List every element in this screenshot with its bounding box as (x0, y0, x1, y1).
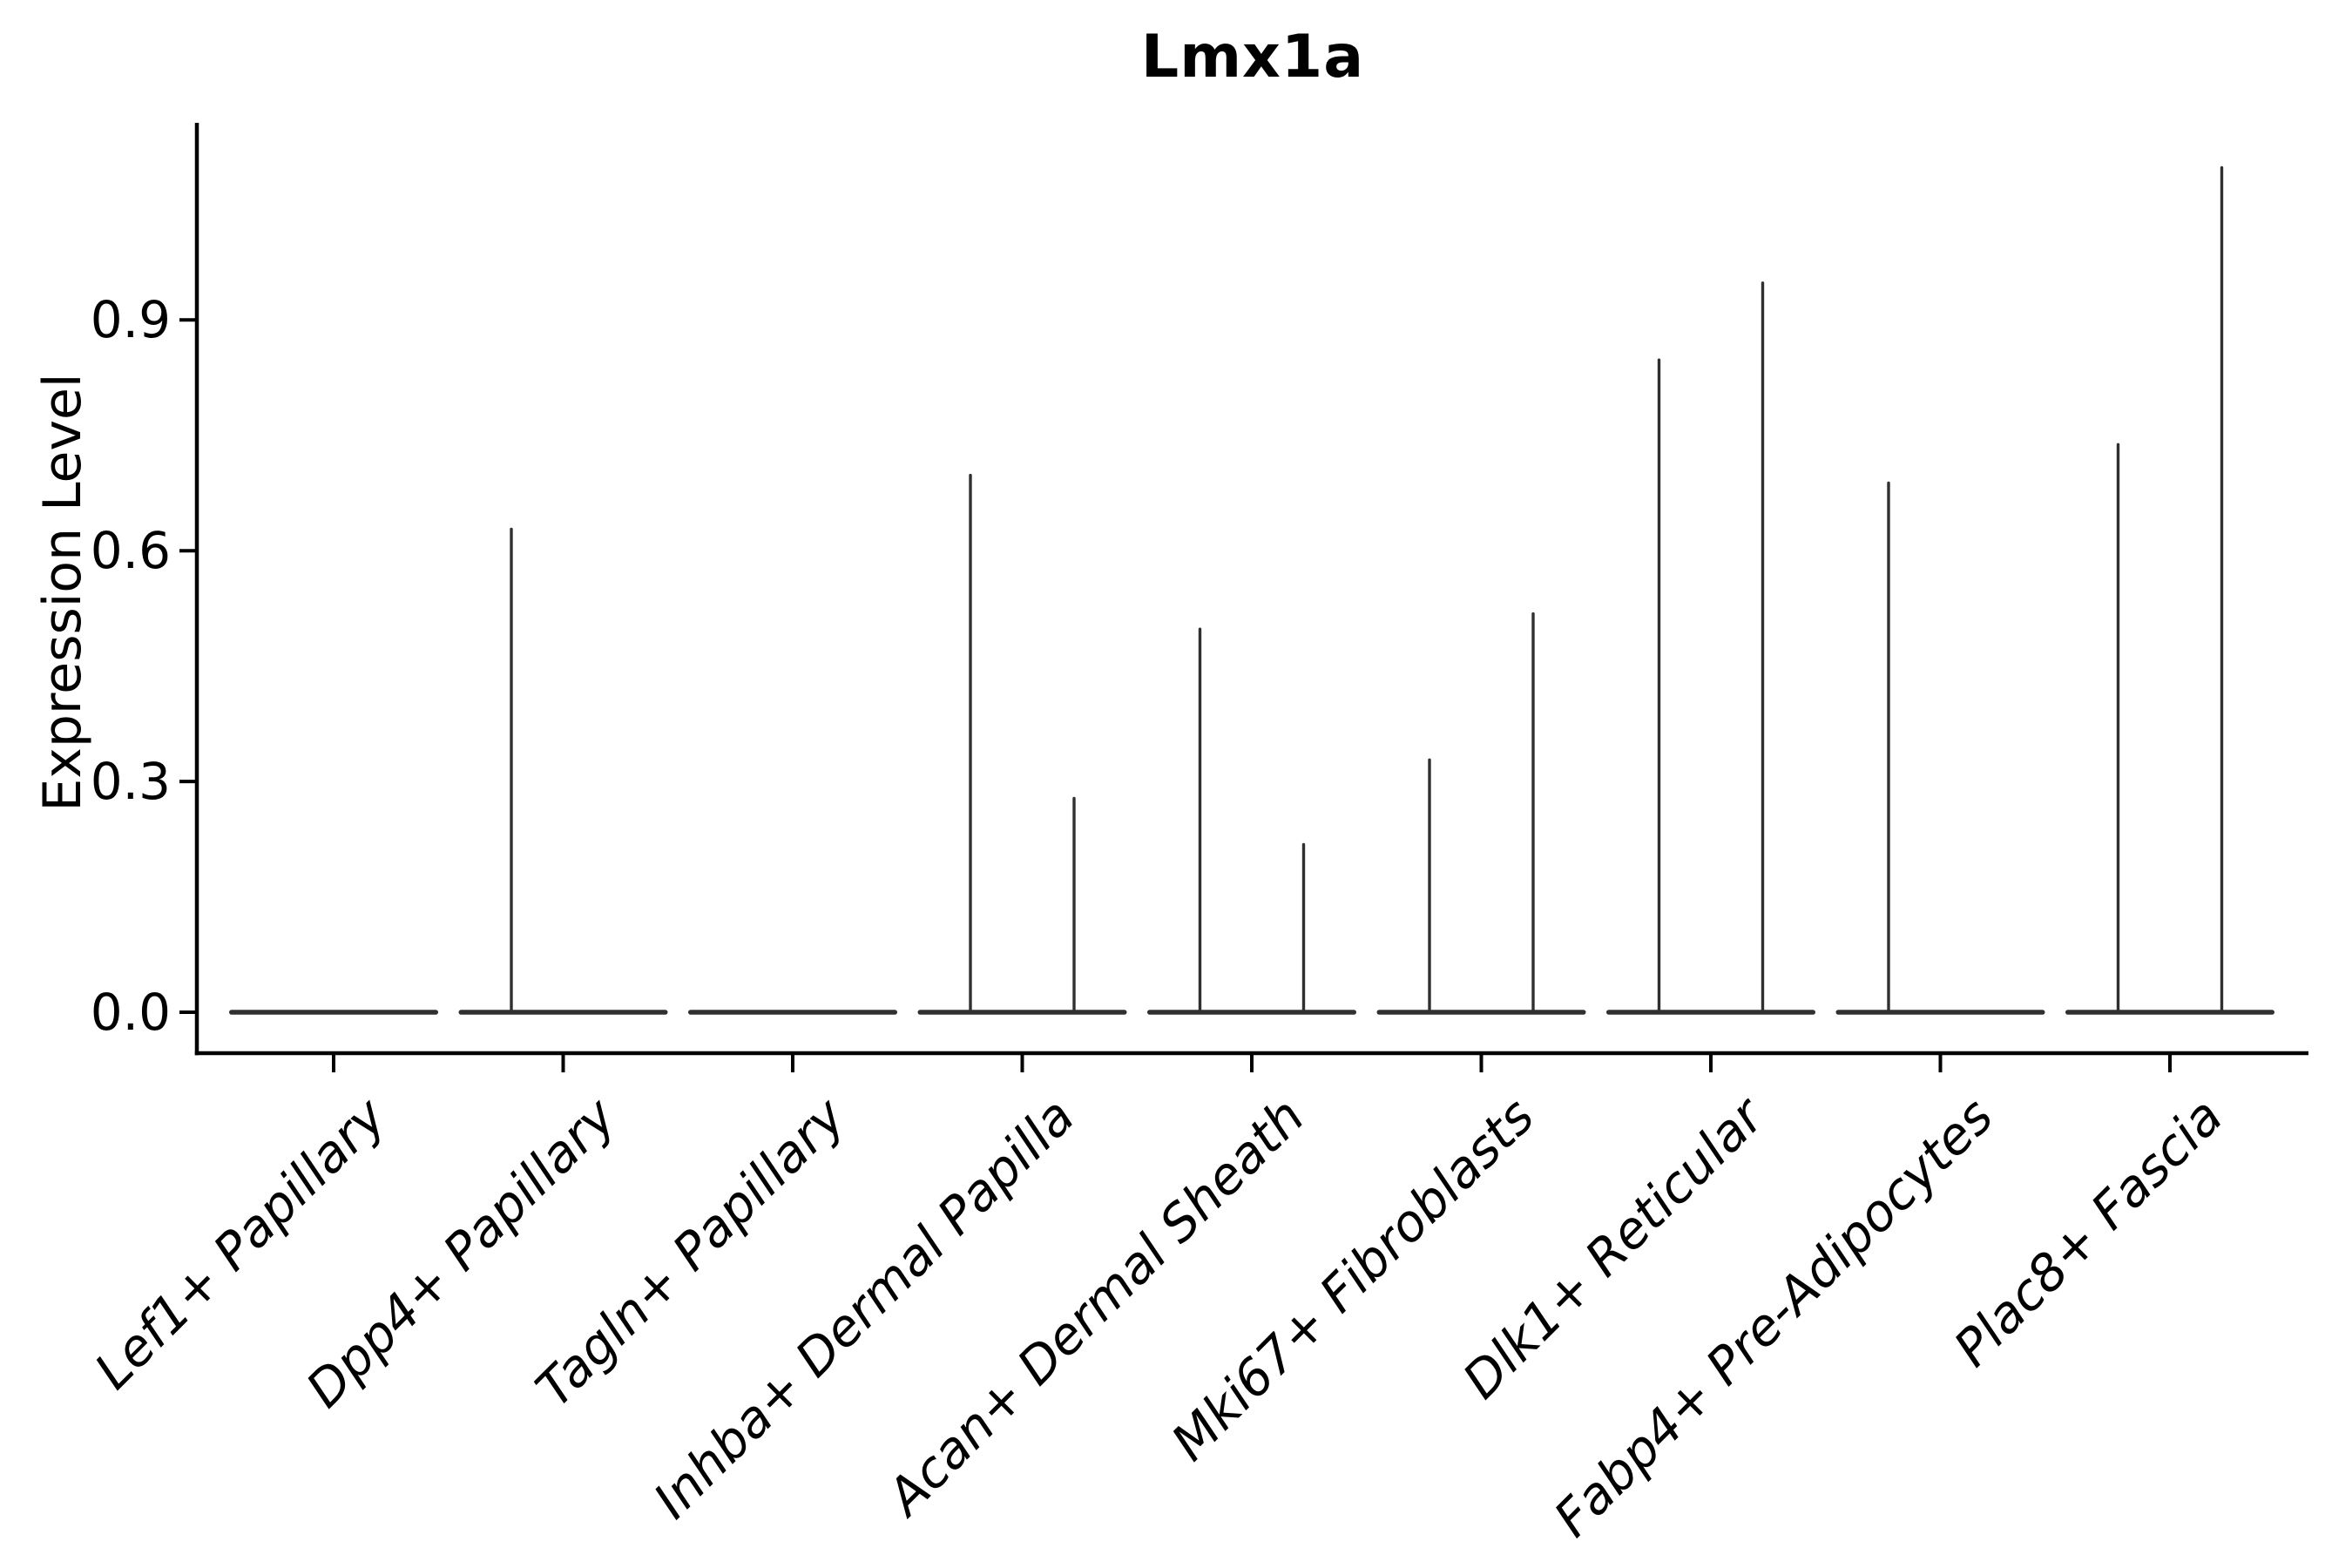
violin-spike (1198, 627, 1202, 1012)
violin-body (1606, 1010, 1815, 1015)
violin-body (1835, 1010, 2045, 1015)
violin-body (917, 1010, 1127, 1015)
violin-body (1376, 1010, 1586, 1015)
violin-spike (2116, 443, 2120, 1013)
violin-body (2065, 1010, 2274, 1015)
y-tick-label: 0.6 (90, 521, 171, 581)
violin-spike (1761, 281, 1765, 1012)
violin-body (458, 1010, 668, 1015)
y-tick-label: 0.9 (90, 290, 171, 350)
violin-body (229, 1010, 438, 1015)
violin-body (1147, 1010, 1356, 1015)
y-tick-label: 0.0 (90, 983, 171, 1042)
violin-spike (1531, 612, 1535, 1012)
chart-title: Lmx1a (1140, 23, 1365, 91)
violin-spike (1657, 358, 1661, 1012)
violin-body (688, 1010, 897, 1015)
y-tick-label: 0.3 (90, 752, 171, 812)
violin-spike (1301, 842, 1306, 1012)
violin-spike (969, 473, 972, 1012)
violin-spike (1887, 481, 1890, 1012)
violin-spike (510, 527, 513, 1012)
violin-spike (1428, 758, 1431, 1012)
violin-spike (1072, 796, 1076, 1012)
violin-spike (2220, 166, 2224, 1012)
